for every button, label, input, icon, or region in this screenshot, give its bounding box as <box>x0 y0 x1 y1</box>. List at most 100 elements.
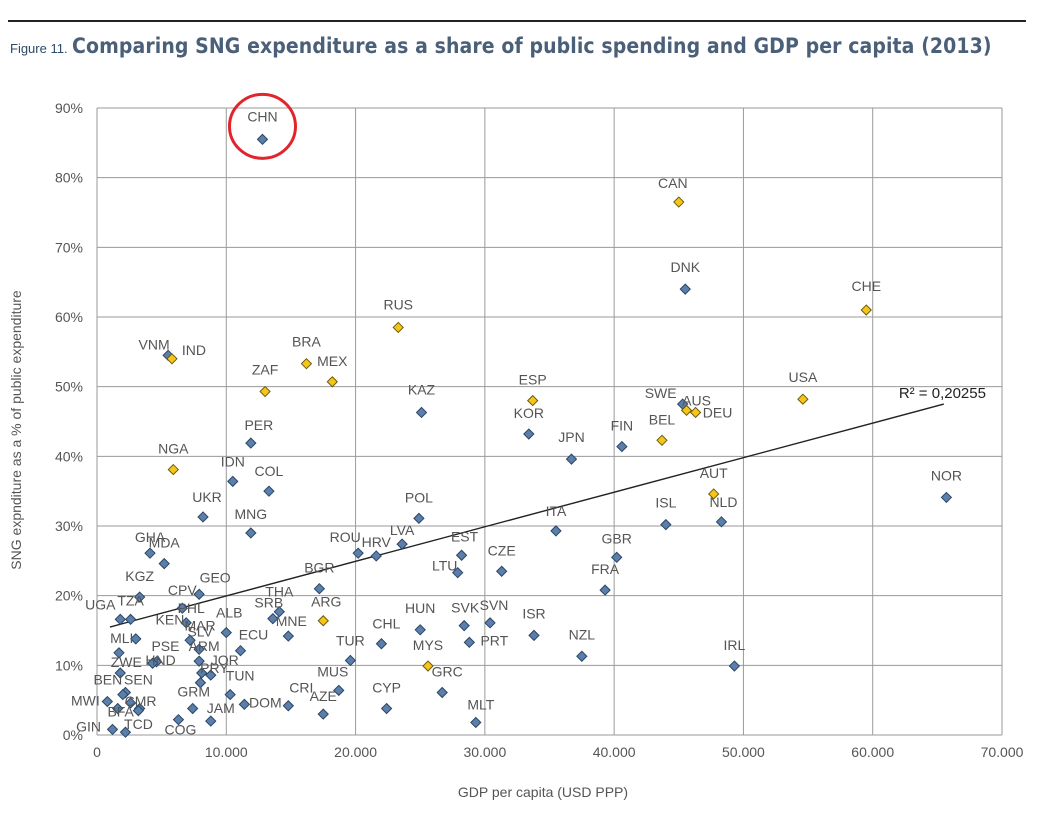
data-point-cyp <box>380 702 393 715</box>
data-point-mne <box>282 630 295 642</box>
point-label-prt: PRT <box>480 632 508 648</box>
data-point-tur <box>344 654 357 667</box>
point-label-slv: SLV <box>187 623 213 639</box>
point-label-chn: CHN <box>247 108 277 124</box>
data-point-gbr <box>611 551 623 564</box>
data-point-mex <box>326 376 339 388</box>
x-tick-label: 70.000 <box>981 744 1024 760</box>
point-label-zwe: ZWE <box>111 654 142 670</box>
data-points <box>101 133 953 738</box>
point-label-mli: MLI <box>110 630 133 646</box>
data-point-jpn <box>565 453 578 465</box>
data-point-svn <box>484 617 496 629</box>
data-point-grm <box>186 702 199 715</box>
data-point-ukr <box>197 511 209 523</box>
data-point-nld <box>715 516 728 528</box>
point-label-mne: MNE <box>276 613 307 629</box>
data-point-bel <box>656 434 668 447</box>
data-point-irl <box>728 660 741 672</box>
point-label-tza: TZA <box>117 592 144 608</box>
data-point-ind <box>166 353 178 365</box>
point-label-dom: DOM <box>249 694 282 710</box>
data-point-isl <box>660 518 672 531</box>
data-point-tcd <box>119 726 132 738</box>
point-label-pol: POL <box>405 489 433 505</box>
data-point-rou <box>352 547 364 559</box>
x-tick-label: 20.000 <box>334 744 377 760</box>
data-point-che <box>860 304 872 316</box>
data-point-alb <box>220 626 232 639</box>
point-label-grc: GRC <box>432 664 463 680</box>
data-point-kaz <box>415 406 428 419</box>
point-label-mwi: MWI <box>71 693 100 709</box>
data-point-geo <box>193 588 205 600</box>
x-tick-label: 60.000 <box>851 744 894 760</box>
data-point-aut <box>707 488 720 500</box>
data-point-tun <box>224 688 236 701</box>
y-tick-label: 40% <box>55 448 83 464</box>
point-label-phl: PHL <box>178 600 205 616</box>
point-label-sen: SEN <box>124 672 153 688</box>
data-point-est <box>455 549 468 561</box>
point-label-svk: SVK <box>451 600 480 616</box>
data-point-dnk <box>679 283 691 295</box>
point-label-fra: FRA <box>591 561 620 577</box>
data-point-mlt <box>470 716 482 729</box>
point-label-can: CAN <box>658 175 688 191</box>
point-label-cze: CZE <box>488 542 516 558</box>
point-label-usa: USA <box>789 369 818 385</box>
data-point-arg <box>317 615 329 627</box>
point-label-aze: AZE <box>310 688 337 704</box>
data-point-col <box>263 485 275 497</box>
y-tick-label: 10% <box>55 657 83 673</box>
point-label-alb: ALB <box>216 605 242 621</box>
data-point-grc <box>436 686 448 699</box>
point-label-nld: NLD <box>709 494 737 510</box>
data-point-ita <box>550 525 562 537</box>
data-point-aus <box>680 404 693 417</box>
data-point-uga <box>114 613 126 626</box>
point-label-geo: GEO <box>200 569 231 585</box>
data-point-mys <box>422 660 434 672</box>
chart-grid <box>96 107 1003 736</box>
data-point-dom <box>238 698 251 711</box>
data-point-cog <box>172 713 185 726</box>
data-point-nzl <box>576 650 588 662</box>
point-label-gin: GIN <box>76 718 101 734</box>
data-point-mli <box>130 633 142 645</box>
data-point-pol <box>413 512 425 525</box>
data-point-can <box>673 196 685 208</box>
point-label-lva: LVA <box>390 522 415 538</box>
point-label-jor: JOR <box>211 652 239 668</box>
data-point-hrv <box>370 550 382 562</box>
data-point-bgr <box>313 582 326 595</box>
trendline-group: R² = 0,20255 <box>109 385 986 628</box>
point-label-pry: PRY <box>200 660 229 676</box>
x-tick-label: 30.000 <box>463 744 506 760</box>
point-label-mys: MYS <box>413 637 443 653</box>
data-point-cpv <box>176 602 189 614</box>
data-point-nga <box>167 463 179 476</box>
point-label-bgr: BGR <box>304 560 334 576</box>
point-label-jpn: JPN <box>558 429 584 445</box>
x-tick-label: 50.000 <box>722 744 765 760</box>
data-point-mwi <box>101 695 114 708</box>
point-label-cpv: CPV <box>168 582 197 598</box>
highlight-circle <box>227 92 297 160</box>
figure-label: Figure 11. <box>10 41 68 56</box>
point-label-che: CHE <box>851 278 881 294</box>
point-label-isr: ISR <box>522 605 545 621</box>
point-label-irl: IRL <box>723 637 745 653</box>
point-label-mda: MDA <box>149 535 181 551</box>
data-point-jam <box>205 715 217 727</box>
y-tick-label: 90% <box>55 100 83 116</box>
point-label-esp: ESP <box>519 372 547 388</box>
data-point-hnd <box>146 657 159 669</box>
point-label-ken: KEN <box>156 611 185 627</box>
data-point-arm <box>193 655 205 667</box>
point-label-grm: GRM <box>177 684 210 700</box>
data-point-kor <box>523 428 535 440</box>
data-point-lva <box>396 538 408 550</box>
y-axis-label: SNG expnditure as a % of public expendit… <box>8 290 24 570</box>
data-point-tza <box>124 613 137 626</box>
